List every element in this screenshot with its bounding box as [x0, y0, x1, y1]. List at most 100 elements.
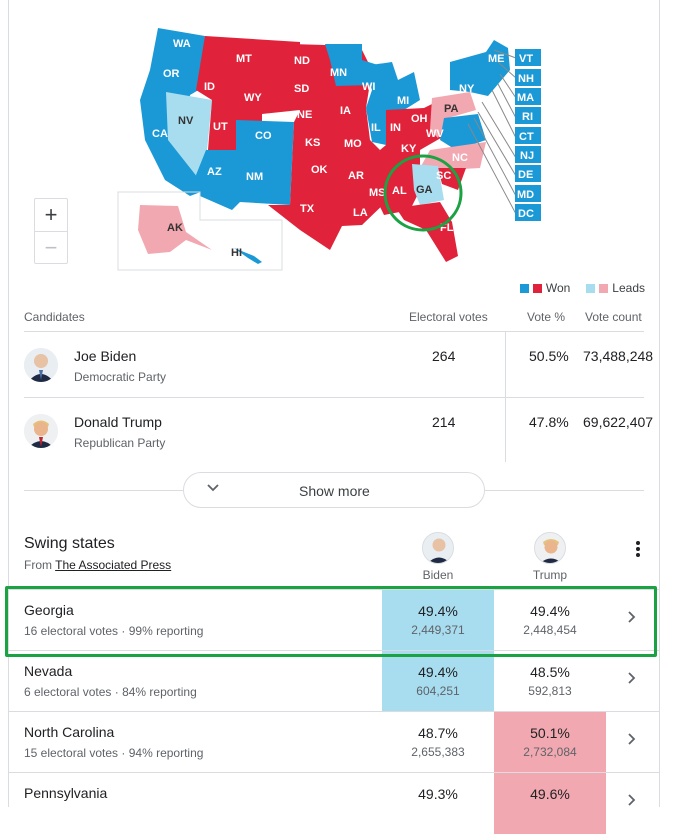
state-details: 16 electoral votes · 99% reporting — [24, 624, 204, 638]
svg-text:ID: ID — [204, 81, 215, 93]
biden-result-cell: 49.3% — [418, 786, 458, 802]
svg-text:MI: MI — [397, 95, 409, 107]
us-map-svg: WA OR CA NV ID MT WY UT CO AZ NM ND SD N… — [117, 28, 541, 271]
svg-text:WV: WV — [426, 128, 444, 140]
swing-states-title: Swing states — [24, 535, 115, 552]
svg-text:DE: DE — [518, 169, 533, 181]
zoom-controls: + − — [34, 198, 68, 264]
biden-result-cell: 49.4% 2,449,371 — [382, 590, 494, 651]
trump-result-cell: 49.6% — [494, 773, 606, 834]
swing-row-north-carolina[interactable]: North Carolina 15 electoral votes · 94% … — [8, 711, 660, 773]
chevron-right-icon[interactable] — [627, 671, 637, 690]
map-legend: Won Leads — [519, 281, 645, 295]
source-prefix: From — [24, 558, 56, 572]
zoom-out-button[interactable]: − — [35, 231, 67, 263]
svg-text:CO: CO — [255, 130, 272, 142]
show-more-button[interactable]: Show more — [183, 472, 485, 508]
svg-text:LA: LA — [353, 207, 368, 219]
state-name: Pennsylvania — [24, 785, 108, 801]
dem-leads-swatch — [586, 283, 596, 293]
chevron-right-icon[interactable] — [627, 610, 637, 629]
biden-column-avatar — [422, 532, 454, 564]
candidate-party: Democratic Party — [74, 370, 167, 384]
svg-text:IL: IL — [371, 122, 381, 134]
svg-text:SD: SD — [294, 83, 309, 95]
svg-text:RI: RI — [522, 111, 533, 123]
svg-text:NJ: NJ — [520, 150, 534, 162]
svg-text:ND: ND — [294, 55, 310, 67]
svg-text:WY: WY — [244, 92, 262, 104]
trump-result-cell: 49.4% 2,448,454 — [523, 603, 577, 637]
svg-text:NC: NC — [452, 152, 468, 164]
svg-text:NM: NM — [246, 171, 263, 183]
more-options-icon[interactable] — [630, 540, 646, 560]
svg-text:WI: WI — [362, 81, 375, 93]
candidate-party: Republican Party — [74, 436, 166, 450]
state-labels: WA OR CA NV ID MT WY UT CO AZ NM ND SD N… — [152, 38, 505, 259]
svg-text:CA: CA — [152, 128, 168, 140]
swing-row-georgia[interactable]: Georgia 16 electoral votes · 99% reporti… — [8, 589, 660, 651]
svg-text:NY: NY — [459, 83, 475, 95]
georgia-highlight-circle — [383, 154, 463, 232]
svg-text:MT: MT — [236, 53, 252, 65]
svg-text:KS: KS — [305, 137, 320, 149]
candidate-row-biden[interactable]: Joe Biden Democratic Party 264 50.5% 73,… — [24, 332, 653, 398]
biden-column-label: Biden — [422, 568, 454, 582]
state-details: 15 electoral votes · 94% reporting — [24, 746, 204, 760]
svg-text:KY: KY — [401, 143, 417, 155]
svg-text:AK: AK — [167, 222, 183, 234]
state-details: 6 electoral votes · 84% reporting — [24, 685, 197, 699]
trump-avatar — [24, 414, 58, 448]
svg-text:MO: MO — [344, 138, 362, 150]
candidate-name: Joe Biden — [74, 348, 137, 364]
svg-text:HI: HI — [231, 247, 242, 259]
svg-text:AR: AR — [348, 170, 364, 182]
svg-text:TX: TX — [300, 203, 315, 215]
candidate-name: Donald Trump — [74, 414, 162, 430]
electoral-votes-value: 214 — [432, 414, 456, 430]
header-vote-count: Vote count — [585, 310, 642, 324]
svg-text:OK: OK — [311, 164, 328, 176]
header-vote-pct: Vote % — [527, 310, 566, 324]
chevron-right-icon[interactable] — [627, 793, 637, 812]
source-link[interactable]: The Associated Press — [55, 558, 172, 572]
zoom-in-button[interactable]: + — [44, 202, 58, 227]
svg-text:MD: MD — [517, 189, 534, 201]
svg-text:NE: NE — [297, 109, 312, 121]
show-more-label: Show more — [299, 483, 370, 499]
candidates-table-header: Candidates Electoral votes Vote % Vote c… — [24, 310, 644, 332]
trump-result-cell: 50.1% 2,732,084 — [494, 712, 606, 773]
legend-leads-label: Leads — [612, 281, 645, 295]
svg-text:OH: OH — [411, 113, 428, 125]
electoral-votes-value: 264 — [432, 348, 456, 364]
svg-text:VT: VT — [519, 53, 533, 65]
trump-result-cell: 48.5% 592,813 — [528, 664, 572, 698]
svg-text:DC: DC — [518, 208, 534, 220]
dem-won-swatch — [519, 283, 529, 293]
candidate-row-trump[interactable]: Donald Trump Republican Party 214 47.8% … — [24, 398, 653, 464]
swing-source: From The Associated Press — [24, 558, 171, 572]
svg-text:CT: CT — [519, 131, 534, 143]
svg-text:MN: MN — [330, 67, 347, 79]
header-candidates: Candidates — [24, 310, 85, 324]
vote-count-value: 73,488,248 — [583, 348, 654, 364]
results-card — [8, 0, 660, 807]
svg-text:IA: IA — [340, 105, 351, 117]
svg-text:UT: UT — [213, 121, 228, 133]
chevron-right-icon[interactable] — [627, 732, 637, 751]
legend-won-label: Won — [545, 281, 571, 295]
svg-text:PA: PA — [444, 103, 459, 115]
svg-text:AL: AL — [392, 185, 407, 197]
header-electoral-votes: Electoral votes — [409, 310, 488, 324]
svg-text:IN: IN — [390, 122, 401, 134]
swing-row-nevada[interactable]: Nevada 6 electoral votes · 84% reporting… — [8, 650, 660, 712]
small-state-callouts[interactable]: VT NH MA RI CT NJ DE MD DC — [515, 49, 541, 221]
biden-avatar — [24, 348, 58, 382]
biden-result-cell: 49.4% 604,251 — [382, 651, 494, 712]
biden-result-cell: 48.7% 2,655,383 — [411, 725, 465, 759]
swing-row-pennsylvania[interactable]: Pennsylvania 49.3% 49.6% — [8, 772, 660, 834]
trump-column-label: Trump — [532, 568, 568, 582]
rep-leads-swatch — [599, 283, 609, 293]
map-states[interactable] — [117, 28, 517, 271]
svg-text:MA: MA — [517, 92, 534, 104]
